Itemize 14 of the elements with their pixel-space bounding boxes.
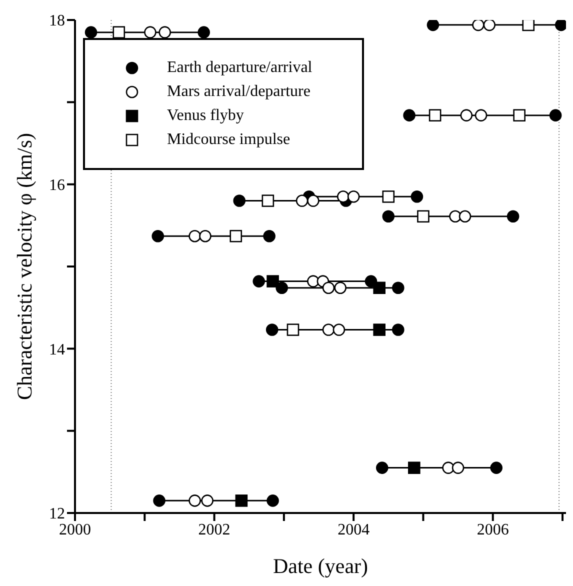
legend-label: Venus flyby <box>167 106 244 126</box>
x-axis-title: Date (year) <box>272 554 368 578</box>
x-tick-label: 2000 <box>59 521 91 538</box>
y-tick-label: 16 <box>49 177 65 194</box>
legend-label: Earth departure/arrival <box>167 58 312 78</box>
y-tick-label: 12 <box>49 506 65 523</box>
y-tick-label: 18 <box>49 12 65 30</box>
x-tick-label: 2002 <box>198 521 230 538</box>
x-tick-label: 2006 <box>476 521 509 538</box>
y-tick-label: 14 <box>49 341 65 358</box>
y-axis-title: Characteristic velocity φ (km/s) <box>12 133 36 400</box>
legend-label: Midcourse impulse <box>167 130 290 150</box>
x-tick-label: 2004 <box>338 521 370 538</box>
legend-label: Mars arrival/departure <box>167 82 310 102</box>
